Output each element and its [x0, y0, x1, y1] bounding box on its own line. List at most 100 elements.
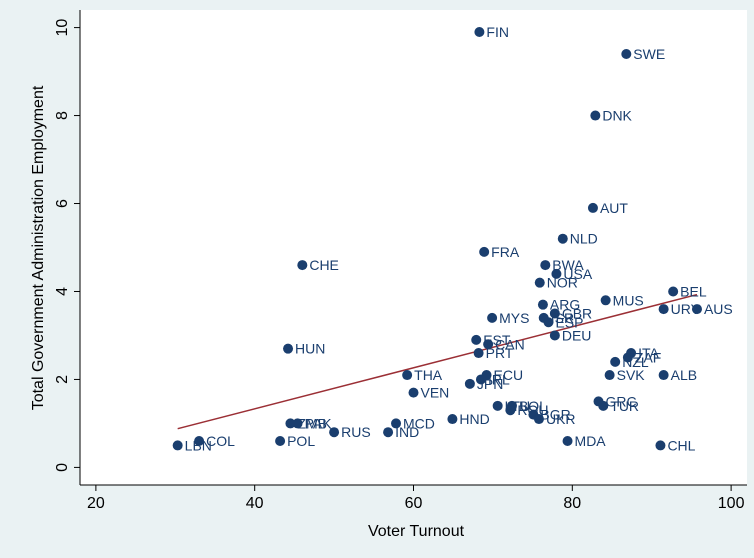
point-marker [464, 378, 475, 389]
point-label: CHE [309, 257, 339, 273]
point-label: MDA [575, 433, 607, 449]
point-label: MUS [613, 292, 644, 308]
point-marker [543, 317, 554, 328]
point-marker [562, 436, 573, 447]
point-marker [479, 246, 490, 257]
point-label: GBR [562, 305, 592, 321]
point-marker [383, 427, 394, 438]
point-marker [297, 260, 308, 271]
point-label: FIN [486, 24, 509, 40]
point-marker [551, 268, 562, 279]
point-marker [283, 343, 294, 354]
point-label: TUR [610, 398, 639, 414]
point-marker [540, 260, 551, 271]
point-marker [600, 295, 611, 306]
point-marker [621, 48, 632, 59]
point-label: DNK [602, 108, 632, 124]
point-label: JPN [477, 376, 503, 392]
point-label: CHL [667, 437, 695, 453]
point-marker [275, 436, 286, 447]
point-marker [622, 352, 633, 363]
fit-line-group [177, 293, 698, 430]
point-marker [655, 440, 666, 451]
point-label: GRC [606, 393, 637, 409]
y-tick-label: 10 [54, 19, 71, 37]
point-label: UKR [546, 411, 576, 427]
point-marker [471, 334, 482, 345]
x-axis-label: Voter Turnout [368, 523, 465, 540]
x-tick-label: 100 [718, 495, 745, 512]
y-tick-label: 8 [54, 111, 71, 120]
fit-line [177, 293, 698, 430]
point-label: ARG [550, 297, 580, 313]
point-marker [475, 374, 486, 385]
x-tick-label: 80 [563, 495, 581, 512]
point-label: NLD [570, 231, 598, 247]
point-label: FRA [491, 244, 520, 260]
point-label: VEN [421, 385, 450, 401]
point-marker [533, 414, 544, 425]
point-marker [474, 26, 485, 37]
point-marker [590, 110, 601, 121]
point-label: IRL [488, 371, 510, 387]
point-label: CAN [495, 336, 525, 352]
point-label: THA [414, 367, 443, 383]
y-tick-label: 0 [54, 463, 71, 472]
point-label: PRT [486, 345, 514, 361]
point-label: SWE [633, 46, 665, 62]
point-label: NZL [622, 354, 649, 370]
point-label: SVK [617, 367, 646, 383]
point-marker [658, 304, 669, 315]
x-tick-label: 60 [405, 495, 423, 512]
point-label: NOR [547, 275, 578, 291]
point-label: ALB [671, 367, 697, 383]
point-marker [549, 308, 560, 319]
point-label: ESP [555, 314, 583, 330]
point-marker [408, 387, 419, 398]
point-label: POL [287, 433, 315, 449]
point-label: ZMB [297, 415, 327, 431]
point-label: BGR [540, 407, 570, 423]
point-label: BEL [680, 283, 707, 299]
point-marker [194, 436, 205, 447]
y-axis-label: Total Government Administration Employme… [30, 85, 47, 410]
point-marker [604, 370, 615, 381]
point-label: MCD [403, 415, 435, 431]
point-marker [483, 339, 494, 350]
x-tick-label: 20 [87, 495, 105, 512]
point-label: BOL [519, 398, 547, 414]
point-marker [292, 418, 303, 429]
point-label: USA [563, 266, 592, 282]
point-marker [668, 286, 679, 297]
point-marker [557, 233, 568, 244]
point-marker [691, 304, 702, 315]
point-label: BWA [552, 257, 584, 273]
y-tick-label: 4 [54, 287, 71, 296]
y-tick-label: 6 [54, 199, 71, 208]
point-marker [549, 330, 560, 341]
point-label: URY [671, 301, 701, 317]
point-label: PAK [305, 415, 333, 431]
point-marker [610, 356, 621, 367]
point-label: ITA [638, 345, 659, 361]
point-label: IND [395, 424, 419, 440]
point-marker [402, 370, 413, 381]
point-label: HUN [295, 341, 325, 357]
point-label: ZAF [635, 349, 661, 365]
point-label: HND [459, 411, 489, 427]
point-marker [537, 299, 548, 310]
point-marker [172, 440, 183, 451]
point-marker [534, 277, 545, 288]
point-marker [329, 427, 340, 438]
axes: 20 40 60 80 100 0 2 4 6 8 10 [54, 10, 747, 512]
point-marker [473, 348, 484, 359]
point-label: DEU [562, 327, 592, 343]
point-label: ISR [551, 310, 574, 326]
y-tick-label: 2 [54, 375, 71, 384]
point-label: ECU [494, 367, 524, 383]
point-label: LBN [185, 437, 212, 453]
point-marker [447, 414, 458, 425]
point-marker [487, 312, 498, 323]
